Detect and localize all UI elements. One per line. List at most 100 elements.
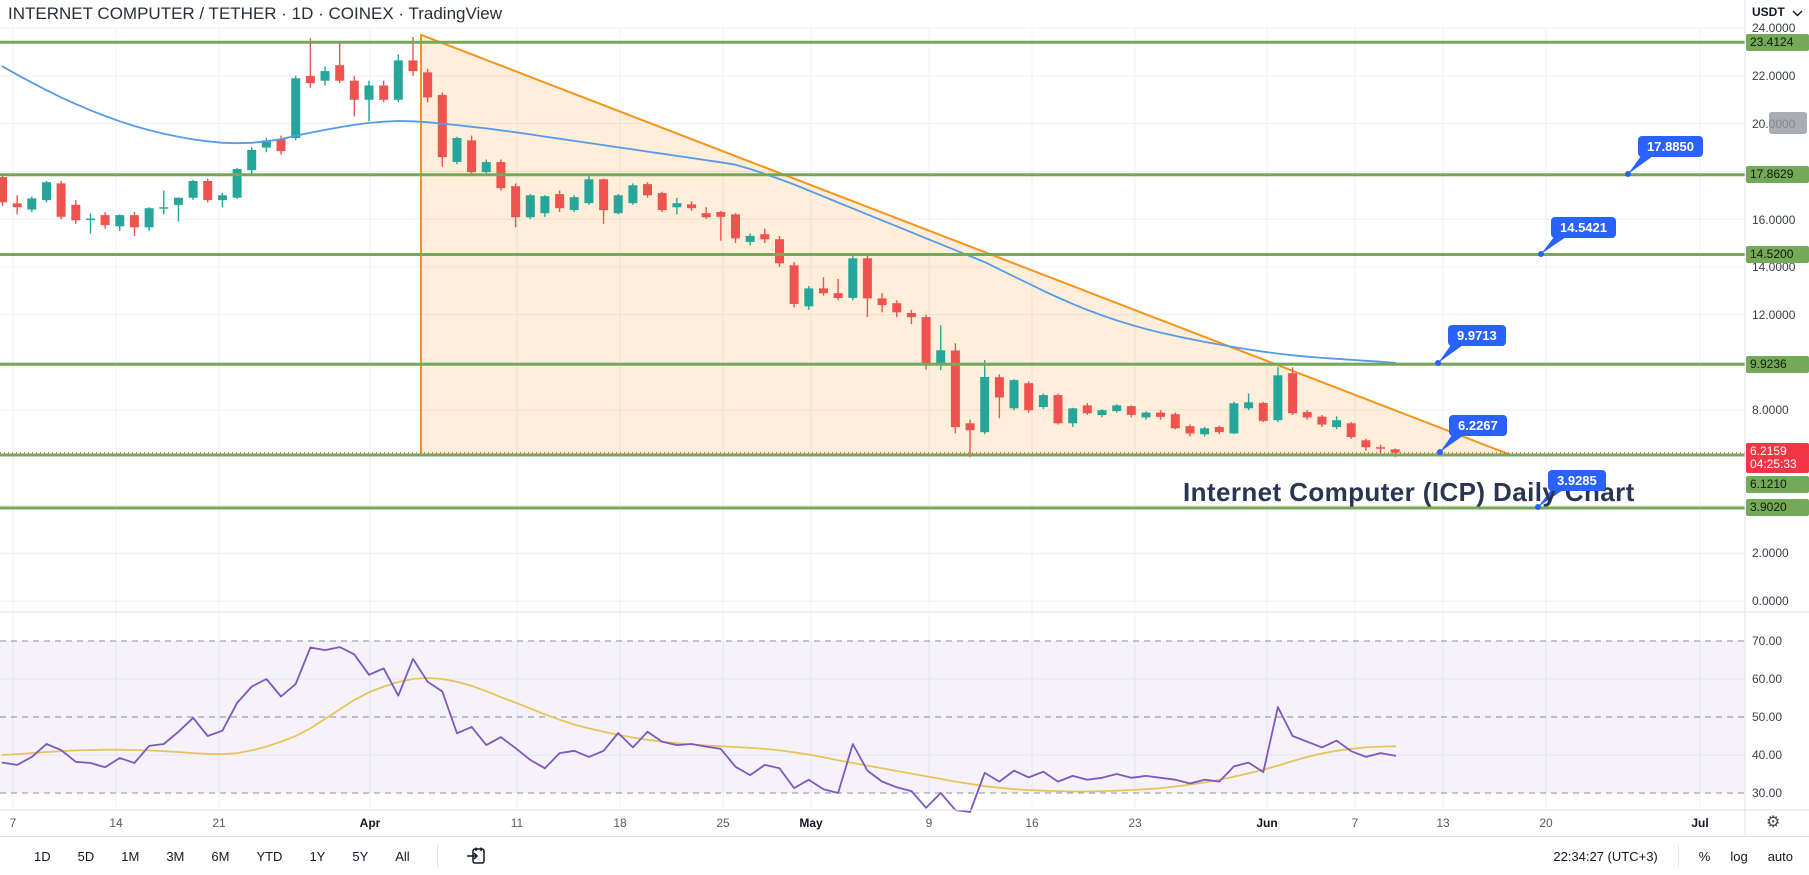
candle-body	[100, 215, 110, 226]
level-price-label: 17.8629	[1746, 165, 1809, 183]
candle-body	[877, 298, 887, 306]
price-axis-tick: 12.0000	[1752, 308, 1796, 322]
candle-body	[936, 350, 946, 364]
rsi-axis-tick: 50.00	[1752, 710, 1783, 724]
chevron-down-icon[interactable]	[1792, 10, 1803, 17]
candle-body	[188, 181, 198, 198]
price-callout[interactable]: 9.9713	[1448, 325, 1506, 346]
candle-body	[217, 195, 227, 201]
log-scale-toggle[interactable]: log	[1730, 848, 1748, 864]
candle-body	[716, 212, 726, 217]
candle-body	[12, 203, 22, 208]
candle-body	[1009, 380, 1019, 409]
candle-body	[1332, 420, 1342, 428]
currency-selector[interactable]: USDT	[1752, 5, 1785, 19]
candle-body	[599, 179, 609, 211]
range-button-6m[interactable]: 6M	[211, 848, 230, 864]
candle-body	[789, 265, 799, 304]
candle-body	[555, 194, 565, 209]
candle-body	[994, 377, 1004, 398]
candle-body	[1126, 406, 1136, 415]
rsi-axis-tick: 30.00	[1752, 786, 1783, 800]
level-price-label: 23.4124	[1746, 33, 1809, 51]
range-button-all[interactable]: All	[395, 848, 410, 864]
go-to-date-icon[interactable]	[465, 845, 487, 867]
range-button-1m[interactable]: 1M	[121, 848, 140, 864]
bar-countdown: 04:25:33	[1750, 457, 1797, 471]
candle-body	[584, 179, 594, 204]
candle-body	[1258, 403, 1268, 421]
time-axis-label: Apr	[359, 816, 381, 830]
candle-body	[1141, 412, 1151, 418]
candle-body	[159, 207, 169, 209]
candle-body	[687, 204, 696, 209]
candle-body	[261, 140, 271, 148]
time-axis-label: 14	[109, 816, 123, 830]
callout-pointer	[1538, 490, 1563, 507]
toolbar-divider	[1677, 845, 1679, 867]
candle-body	[525, 195, 535, 218]
candle-body	[379, 85, 389, 100]
toolbar-right: 22:34:27 (UTC+3) % log auto	[1553, 845, 1809, 867]
gear-icon[interactable]: ⚙	[1766, 814, 1781, 831]
candle-body	[1361, 440, 1371, 448]
clock-label[interactable]: 22:34:27 (UTC+3)	[1553, 848, 1658, 864]
candle-body	[1244, 402, 1254, 409]
candle-body	[467, 140, 477, 173]
candle-body	[481, 162, 491, 173]
time-axis-label: 20	[1539, 816, 1553, 830]
candle-body	[129, 215, 139, 228]
range-button-5y[interactable]: 5Y	[352, 848, 369, 864]
candle-body	[892, 303, 902, 313]
candle-body	[1112, 405, 1122, 412]
toolbar-divider	[436, 845, 438, 867]
descending-triangle-drawing[interactable]	[420, 33, 1512, 456]
candle-body	[0, 177, 7, 203]
price-callout[interactable]: 3.9285	[1548, 470, 1606, 491]
price-axis-tick: 2.0000	[1752, 546, 1789, 560]
candle-body	[1097, 410, 1107, 415]
rsi-line	[1, 646, 1397, 813]
candle-body	[848, 258, 858, 298]
candle-body	[921, 317, 931, 366]
price-axis-tick: 16.0000	[1752, 213, 1796, 227]
candle-body	[569, 197, 579, 211]
callout-anchor-dot	[1435, 360, 1441, 366]
candle-body	[1185, 426, 1195, 434]
range-button-5d[interactable]: 5D	[77, 848, 95, 864]
price-callout[interactable]: 14.5421	[1551, 217, 1616, 238]
candle-body	[232, 169, 242, 198]
level-price-label: 3.9020	[1746, 498, 1809, 516]
candle-body	[613, 195, 623, 214]
price-callout[interactable]: 6.2267	[1449, 415, 1507, 436]
range-button-3m[interactable]: 3M	[166, 848, 185, 864]
candle-body	[408, 60, 418, 72]
candle-body	[950, 350, 960, 428]
range-button-1y[interactable]: 1Y	[309, 848, 326, 864]
candle-body	[657, 193, 667, 211]
time-axis-label: 11	[510, 816, 524, 830]
symbol-title[interactable]: INTERNET COMPUTER / TETHER · 1D · COINEX…	[8, 0, 502, 28]
time-axis-label: May	[799, 816, 823, 830]
price-callout[interactable]: 17.8850	[1638, 136, 1703, 157]
candle-body	[1302, 412, 1312, 418]
price-axis-tick: 22.0000	[1752, 69, 1796, 83]
candle-body	[1156, 412, 1166, 417]
percent-scale-toggle[interactable]: %	[1698, 848, 1711, 864]
rsi-axis-tick: 60.00	[1752, 672, 1783, 686]
range-button-1d[interactable]: 1D	[34, 848, 51, 864]
bottom-toolbar: 1D 5D 1M 3M 6M YTD 1Y 5Y All 22:34:27 (UTC+3) % …	[0, 837, 1809, 875]
candle-body	[1376, 447, 1385, 449]
candle-body	[672, 203, 682, 208]
callout-pointer	[1628, 156, 1653, 174]
candle-body	[980, 377, 990, 433]
auto-scale-toggle[interactable]: auto	[1767, 848, 1793, 864]
candle-body	[335, 65, 345, 81]
range-button-ytd[interactable]: YTD	[256, 848, 283, 864]
candle-body	[760, 234, 770, 240]
callout-pointer	[1440, 435, 1464, 452]
candle-body	[1068, 408, 1078, 424]
candle-body	[965, 423, 975, 431]
